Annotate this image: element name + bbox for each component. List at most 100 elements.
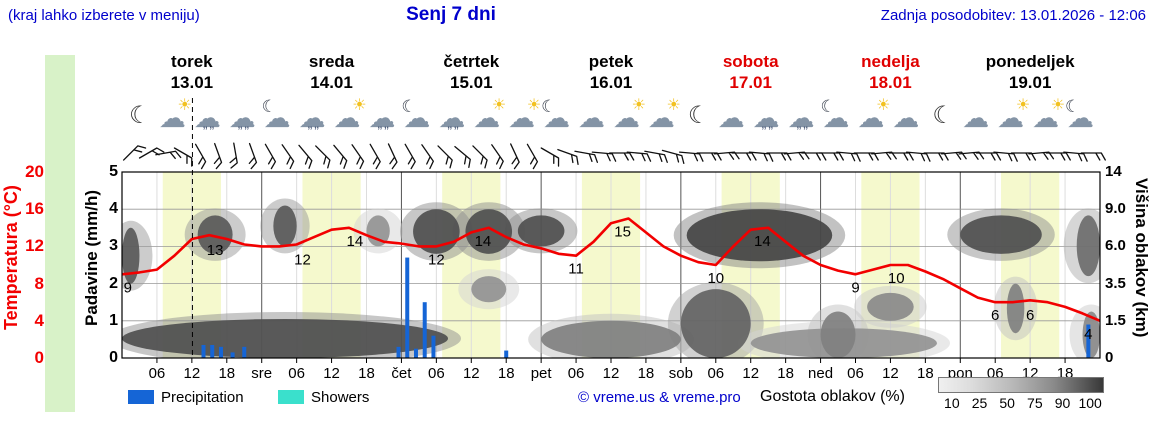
cloud-height-tick: 1.5 <box>1105 311 1126 329</box>
cloud-height-tick: 14 <box>1105 163 1122 180</box>
cloud-density-tick: 10 <box>944 395 960 411</box>
sun-icon: ☀ <box>352 97 367 114</box>
weather-icon-cloud-rain: ☁”” <box>192 97 227 139</box>
cloud-height-axis-label: Višina oblakov (km) <box>1132 177 1151 338</box>
moon-icon: ☾ <box>128 102 151 129</box>
cloud-icon: ☁ <box>228 103 256 133</box>
svg-text:čet: čet <box>391 365 412 382</box>
sun-icon: ☀ <box>666 97 681 114</box>
showers-legend-label: Showers <box>311 389 370 406</box>
svg-text:06: 06 <box>707 365 724 382</box>
svg-text:18: 18 <box>218 365 235 382</box>
cloud-icon: ☁ <box>438 103 466 133</box>
sun-icon: ☀ <box>491 97 507 114</box>
svg-text:12: 12 <box>603 365 620 382</box>
precipitation-bars <box>201 257 1091 358</box>
temperature-tick: 20 <box>25 162 44 181</box>
precipitation-tick: 1 <box>109 311 118 329</box>
credit-link[interactable]: © vreme.us & vreme.pro <box>578 389 741 406</box>
cloud-height-tick: 6.0 <box>1105 237 1126 255</box>
temperature-tick: 12 <box>25 236 44 256</box>
cloud-density-tick: 25 <box>971 395 988 411</box>
weather-icon-cloud-rain: ☁”” <box>227 97 262 139</box>
weather-icon-sun-cloud: ☀ ☁ <box>995 97 1030 135</box>
svg-text:ned: ned <box>808 365 833 382</box>
drizzle-icon: ”” <box>202 123 217 139</box>
menu-hint: (kraj lahko izberete v meniju) <box>8 7 200 24</box>
drizzle-icon: ”” <box>307 123 321 139</box>
svg-text:11: 11 <box>568 261 584 278</box>
svg-text:06: 06 <box>428 365 445 382</box>
weather-icon-moon-cloud: ☾ ☁ <box>401 97 436 135</box>
temperature-tick: 4 <box>34 310 44 330</box>
svg-text:14: 14 <box>754 233 771 250</box>
svg-text:12: 12 <box>742 365 759 382</box>
cloud-icon: ☁ <box>752 103 780 133</box>
cloud-icon: ☁ <box>1032 103 1060 133</box>
day-date: 14.01 <box>310 73 353 92</box>
precipitation-tick: 3 <box>109 237 118 255</box>
cloud-icon: ☁ <box>1067 103 1095 133</box>
weather-icon-sun-cloud: ☀ ☁ <box>855 97 890 135</box>
weather-icon-sun-cloud: ☀ ☁ <box>332 97 367 135</box>
precipitation-legend-label: Precipitation <box>161 389 244 406</box>
page-title: Senj 7 dni <box>406 4 496 25</box>
svg-text:06: 06 <box>568 365 585 382</box>
weather-icon-sun-cloud: ☀ ☁ <box>611 97 646 135</box>
weather-icon-moon: ☾ <box>925 97 960 135</box>
cloud-icon: ☁ <box>717 103 745 133</box>
day-name: četrtek <box>443 52 500 71</box>
cloud-icon: ☁ <box>647 103 675 133</box>
cloud-icon: ☁ <box>158 103 186 133</box>
cloud-density-gradient <box>938 377 1104 393</box>
cloud-icon: ☁ <box>857 103 885 133</box>
cloud-density-tick: 50 <box>999 395 1015 411</box>
svg-text:9: 9 <box>851 279 859 296</box>
svg-text:12: 12 <box>184 365 201 382</box>
weather-icon-moon-cloud: ☾ ☁ <box>262 97 297 135</box>
cloud-icon: ☁ <box>473 103 501 133</box>
svg-text:12: 12 <box>463 365 480 382</box>
day-name: sreda <box>308 52 355 71</box>
weather-icon-cloud: ☁ <box>960 97 995 135</box>
svg-text:18: 18 <box>358 365 375 382</box>
weather-icon-cloud-rain: ☁”” <box>366 97 401 139</box>
cloud-density-ticks: 10 25 50 75 90 100 <box>938 395 1104 411</box>
svg-text:4: 4 <box>1084 326 1092 343</box>
svg-text:06: 06 <box>288 365 305 382</box>
temperature-tick: 0 <box>34 348 44 367</box>
cloud-icon: ☁ <box>578 103 606 133</box>
sun-icon: ☀ <box>1015 97 1031 114</box>
weather-icon-moon-cloud: ☾ ☁ <box>821 97 856 135</box>
day-date: 18.01 <box>869 73 912 92</box>
svg-text:06: 06 <box>847 365 864 382</box>
svg-text:18: 18 <box>638 365 655 382</box>
cloud-density-tick: 90 <box>1054 395 1071 411</box>
day-date: 16.01 <box>589 73 633 92</box>
precipitation-swatch <box>128 390 154 404</box>
sun-icon: ☀ <box>177 97 192 114</box>
cloud-icon: ☁ <box>787 103 815 133</box>
svg-text:pet: pet <box>531 365 553 382</box>
day-name: torek <box>171 52 213 71</box>
cloud-icon: ☁ <box>508 103 536 133</box>
sun-icon: ☀ <box>1050 97 1066 114</box>
svg-text:15: 15 <box>614 224 631 241</box>
cloud-density-label: Gostota oblakov (%) <box>760 388 905 405</box>
drizzle-icon: ”” <box>237 123 252 139</box>
weather-icon-cloud-rain: ☁”” <box>436 97 471 139</box>
svg-text:sob: sob <box>669 365 693 382</box>
moon-icon: ☾ <box>687 102 710 129</box>
cloud-height-tick: 9.0 <box>1105 200 1126 218</box>
cloud-icon: ☁ <box>892 103 920 133</box>
precipitation-tick: 0 <box>109 349 118 366</box>
day-date: 19.01 <box>1008 73 1052 92</box>
temperature-value-labels: 9 13 12 14 12 14 11 15 10 14 9 10 6 6 4 <box>124 224 1093 343</box>
svg-text:12: 12 <box>294 251 311 268</box>
weather-icon-moon: ☾ <box>681 97 716 135</box>
day-date: 13.01 <box>170 73 214 92</box>
weather-icon-cloud: ☁ <box>576 97 611 135</box>
day-date: 17.01 <box>729 73 772 92</box>
temperature-line <box>121 217 1101 322</box>
